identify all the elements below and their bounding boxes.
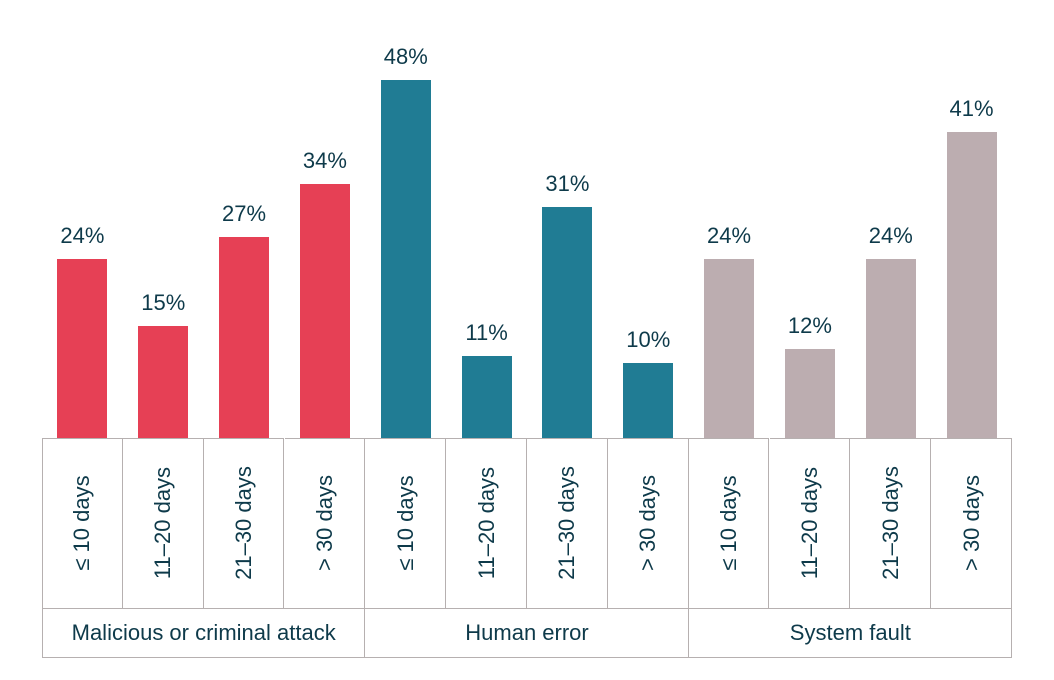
grouped-bar-chart: 24% 15% 27% 34% 48% 11% 31% 10% 24% 12% 24% 41% ≤ 10…: [0, 0, 1054, 680]
x-axis-tick-label: > 30 days: [635, 475, 661, 571]
bar-value-label: 15%: [141, 290, 185, 316]
bar: [704, 259, 754, 438]
group-label: System fault: [790, 620, 911, 646]
bar: [947, 132, 997, 438]
x-axis-tick-label: 21–30 days: [231, 466, 257, 580]
bar: [866, 259, 916, 438]
bar: [462, 356, 512, 438]
x-axis-tick-label: > 30 days: [959, 475, 985, 571]
group-label: Human error: [465, 620, 588, 646]
x-axis: ≤ 10 days 11–20 days 21–30 days > 30 days ≤ …: [0, 438, 1054, 658]
x-axis-tick-label: ≤ 10 days: [393, 475, 419, 570]
bar-value-label: 34%: [303, 148, 347, 174]
x-axis-tick-label: 21–30 days: [554, 466, 580, 580]
bar: [138, 326, 188, 438]
bar-value-label: 31%: [545, 171, 589, 197]
bar-value-label: 24%: [869, 223, 913, 249]
x-axis-tick-label: 11–20 days: [150, 467, 176, 579]
group-label: Malicious or criminal attack: [72, 620, 336, 646]
x-axis-tick-label: 11–20 days: [797, 467, 823, 579]
x-axis-tick-label: 11–20 days: [474, 467, 500, 579]
bar: [785, 349, 835, 439]
bar-value-label: 24%: [707, 223, 751, 249]
bar-value-label: 48%: [384, 44, 428, 70]
bar: [57, 259, 107, 438]
bar-value-label: 12%: [788, 313, 832, 339]
bar-value-label: 27%: [222, 201, 266, 227]
x-axis-tick-label: > 30 days: [312, 475, 338, 571]
x-axis-tick-label: ≤ 10 days: [69, 475, 95, 570]
bar: [300, 184, 350, 438]
bar: [381, 80, 431, 438]
bar-value-label: 24%: [60, 223, 104, 249]
bar: [542, 207, 592, 438]
bar-value-label: 11%: [465, 320, 507, 346]
bar-value-label: 10%: [626, 327, 670, 353]
bar: [219, 237, 269, 438]
bar: [623, 363, 673, 438]
x-axis-tick-label: 21–30 days: [878, 466, 904, 580]
plot-area: 24%15%27%34%48%11%31%10%24%12%24%41%: [0, 80, 1054, 438]
x-axis-tick-label: ≤ 10 days: [716, 475, 742, 570]
bar-value-label: 41%: [950, 96, 994, 122]
